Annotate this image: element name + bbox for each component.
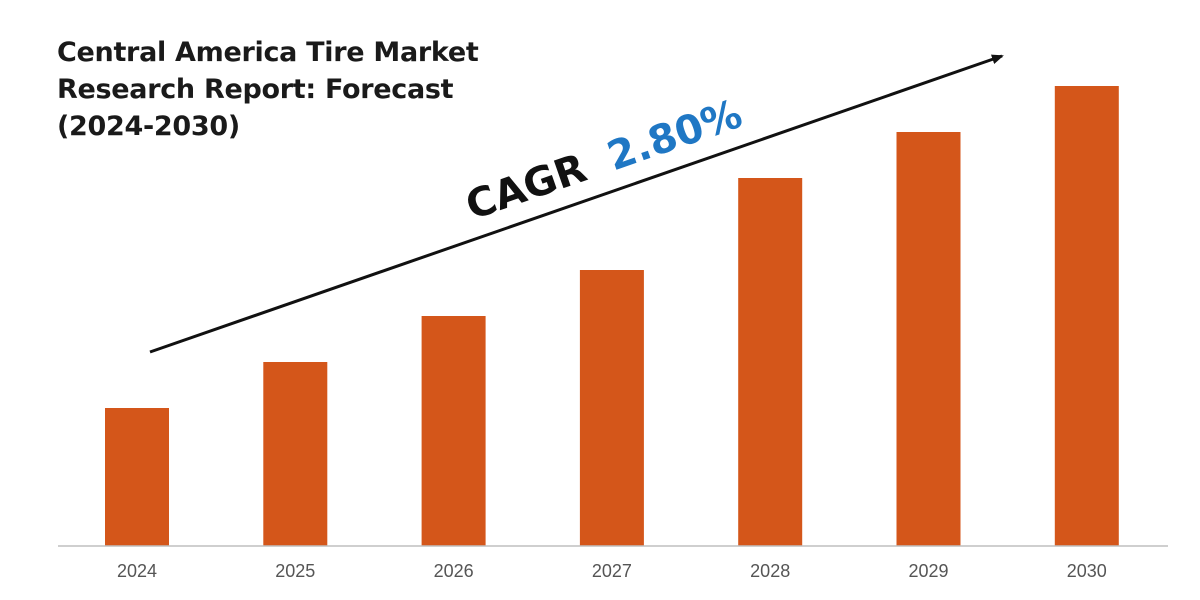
bar-2025 bbox=[263, 362, 328, 546]
bar-2029 bbox=[896, 132, 961, 546]
trend-arrow bbox=[149, 54, 1004, 354]
chart-title-line-3: (2024-2030) bbox=[57, 111, 240, 142]
x-tick-label-2028: 2028 bbox=[750, 561, 790, 581]
x-tick-label-2026: 2026 bbox=[434, 561, 474, 581]
bar-2027 bbox=[579, 270, 644, 546]
bar-2024 bbox=[105, 408, 169, 546]
x-tick-label-2025: 2025 bbox=[275, 561, 315, 581]
bar-2030 bbox=[1054, 86, 1119, 546]
x-tick-label-2024: 2024 bbox=[117, 561, 157, 581]
x-tick-label-2030: 2030 bbox=[1067, 561, 1107, 581]
cagr-label: CAGR bbox=[460, 145, 592, 229]
cagr-value: 2.80% bbox=[602, 91, 748, 180]
bar-2026 bbox=[421, 316, 486, 546]
chart-title: Central America Tire Market Research Rep… bbox=[57, 34, 517, 145]
x-tick-label-2027: 2027 bbox=[592, 561, 632, 581]
chart-title-line-2: Research Report: Forecast bbox=[57, 74, 454, 105]
x-tick-labels: 2024 2025 2026 2027 2028 2029 2030 bbox=[117, 561, 1107, 581]
x-tick-label-2029: 2029 bbox=[908, 561, 948, 581]
bar-2028 bbox=[738, 178, 803, 546]
chart-title-line-1: Central America Tire Market bbox=[57, 37, 479, 68]
bars-layer bbox=[105, 86, 1119, 546]
